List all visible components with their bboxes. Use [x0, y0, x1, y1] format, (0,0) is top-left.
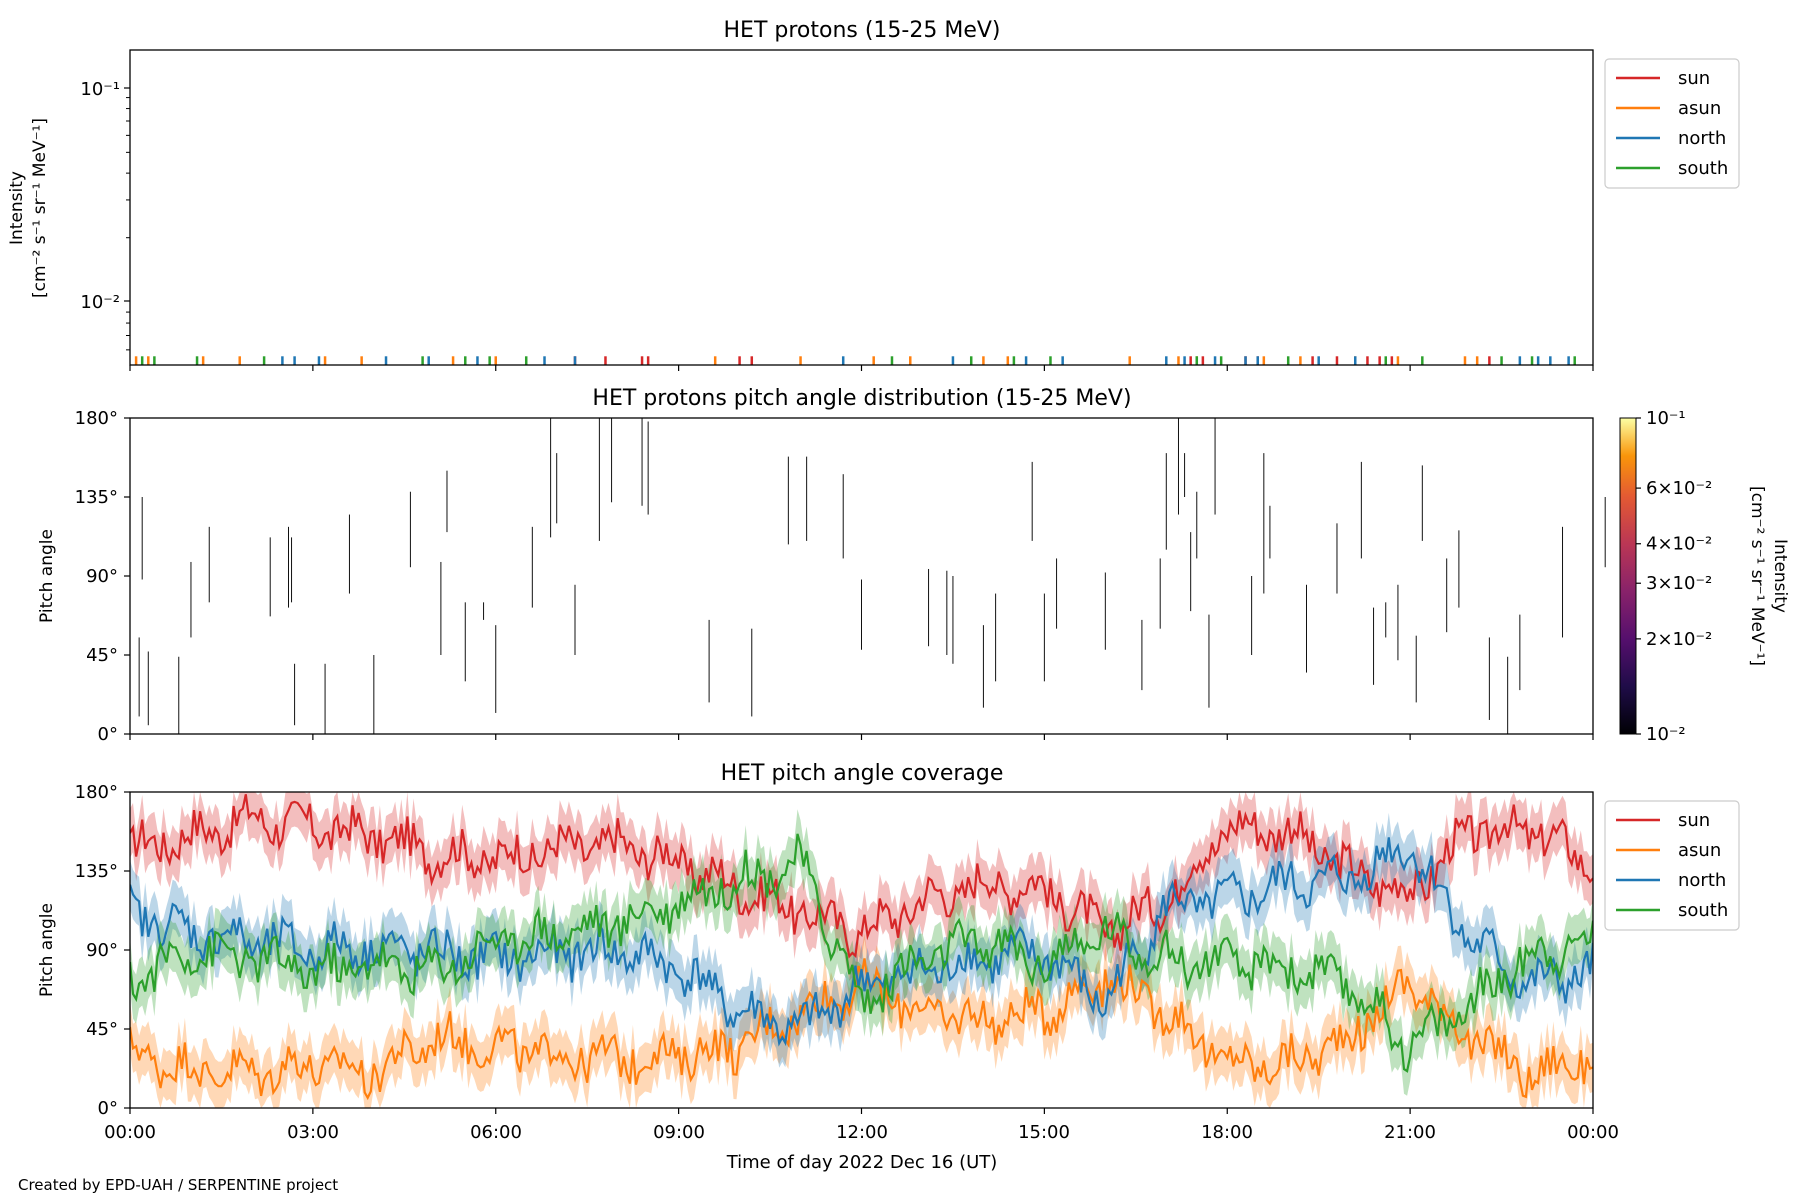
legend-label-asun: asun — [1678, 98, 1721, 119]
panel2-ytick-label: 0° — [98, 724, 118, 745]
colorbar-tick-label: 3×10⁻² — [1646, 573, 1712, 594]
colorbar-label: Intensity — [1770, 539, 1790, 613]
panel3-ytick-label: 0° — [98, 1098, 118, 1119]
panel1-y-ticks: 10⁻¹ 10⁻² — [80, 79, 130, 313]
panel2-ytick-label: 90° — [86, 566, 118, 587]
legend-panel3: sun asun north south — [1604, 800, 1740, 931]
panel1-ytick-label: 10⁻¹ — [80, 79, 120, 100]
intensity-panel: HET protons (15-25 MeV) 10⁻¹ 10⁻² Intens… — [7, 18, 1740, 371]
legend-label-sun: sun — [1678, 68, 1710, 89]
legend-label-south: south — [1678, 900, 1728, 921]
xtick-label: 03:00 — [287, 1122, 339, 1143]
xtick-label: 15:00 — [1018, 1122, 1070, 1143]
coverage-band-north — [130, 812, 1593, 1068]
panel3-ytick-label: 45° — [86, 1019, 118, 1040]
panel3-ytick-label: 90° — [86, 940, 118, 961]
xtick-label: 21:00 — [1384, 1122, 1436, 1143]
panel2-y-ticks: 180° 135° 90° 45° 0° — [75, 408, 130, 745]
colorbar-gradient — [1619, 417, 1637, 735]
colorbar-tick-label: 4×10⁻² — [1646, 534, 1712, 555]
colorbar-tick-label: 6×10⁻² — [1646, 478, 1712, 499]
panel2-title: HET protons pitch angle distribution (15… — [592, 386, 1131, 411]
colorbar: 10⁻¹ 6×10⁻² 4×10⁻² 3×10⁻² 2×10⁻² 10⁻² Intensi… — [1619, 408, 1790, 745]
distribution-marks — [138, 418, 1606, 734]
colorbar-tick-label: 10⁻¹ — [1646, 408, 1686, 429]
panel1-ylabel: Intensity — [7, 171, 27, 245]
pitch-angle-coverage-panel: HET pitch angle coverage 180° 135° 90° 4… — [37, 761, 1740, 1173]
panel1-ytick-label: 10⁻² — [80, 292, 120, 313]
coverage-marks — [130, 792, 1593, 1108]
panel3-title: HET pitch angle coverage — [721, 761, 1004, 786]
footer-credit: Created by EPD-UAH / SERPENTINE project — [18, 1176, 338, 1194]
legend-box — [1604, 800, 1740, 931]
xtick-label: 00:00 — [1567, 1122, 1619, 1143]
xtick-label: 00:00 — [104, 1122, 156, 1143]
panel3-x-ticks — [129, 1108, 1594, 1114]
legend-box — [1604, 58, 1740, 189]
legend-label-sun: sun — [1678, 810, 1710, 831]
panel3-ytick-label: 180° — [75, 782, 118, 803]
legend-panel1: sun asun north south — [1604, 58, 1740, 189]
colorbar-tick-label: 10⁻² — [1646, 724, 1686, 745]
panel1-minor-ticks — [126, 97, 130, 351]
panel3-ylabel: Pitch angle — [37, 903, 57, 997]
xtick-label: 06:00 — [470, 1122, 522, 1143]
coverage-band-asun — [130, 933, 1593, 1108]
coverage-line-south — [130, 833, 1593, 1073]
panel3-y-ticks: 180° 135° 90° 45° 0° — [75, 782, 130, 1119]
panel2-ytick-label: 180° — [75, 408, 118, 429]
xtick-label: 09:00 — [653, 1122, 705, 1143]
panel1-x-ticks — [129, 365, 1594, 371]
legend-label-asun: asun — [1678, 840, 1721, 861]
x-tick-labels: 00:00 03:00 06:00 09:00 12:00 15:00 18:0… — [104, 1122, 1619, 1143]
panel1-frame — [129, 49, 1594, 366]
xtick-label: 18:00 — [1201, 1122, 1253, 1143]
panel2-ytick-label: 45° — [86, 645, 118, 666]
colorbar-ticks: 10⁻¹ 6×10⁻² 4×10⁻² 3×10⁻² 2×10⁻² 10⁻² — [1636, 408, 1712, 745]
xtick-label: 12:00 — [836, 1122, 888, 1143]
colorbar-tick-label: 2×10⁻² — [1646, 629, 1712, 650]
panel1-title: HET protons (15-25 MeV) — [724, 18, 1001, 43]
legend-label-south: south — [1678, 158, 1728, 179]
intensity-marks — [134, 356, 1576, 365]
legend-label-north: north — [1678, 128, 1726, 149]
panel2-x-ticks — [129, 734, 1594, 740]
panel2-ytick-label: 135° — [75, 487, 118, 508]
coverage-line-sun — [130, 794, 1593, 959]
x-axis-label: Time of day 2022 Dec 16 (UT) — [726, 1152, 998, 1173]
panel1-ylabel-units: [cm⁻² s⁻¹ sr⁻¹ MeV⁻¹] — [30, 118, 50, 298]
colorbar-label-units: [cm⁻² s⁻¹ sr⁻¹ MeV⁻¹] — [1747, 486, 1767, 666]
legend-label-north: north — [1678, 870, 1726, 891]
panel2-ylabel: Pitch angle — [37, 529, 57, 623]
panel3-ytick-label: 135° — [75, 861, 118, 882]
pitch-angle-distribution-panel: HET protons pitch angle distribution (15… — [37, 386, 1790, 745]
